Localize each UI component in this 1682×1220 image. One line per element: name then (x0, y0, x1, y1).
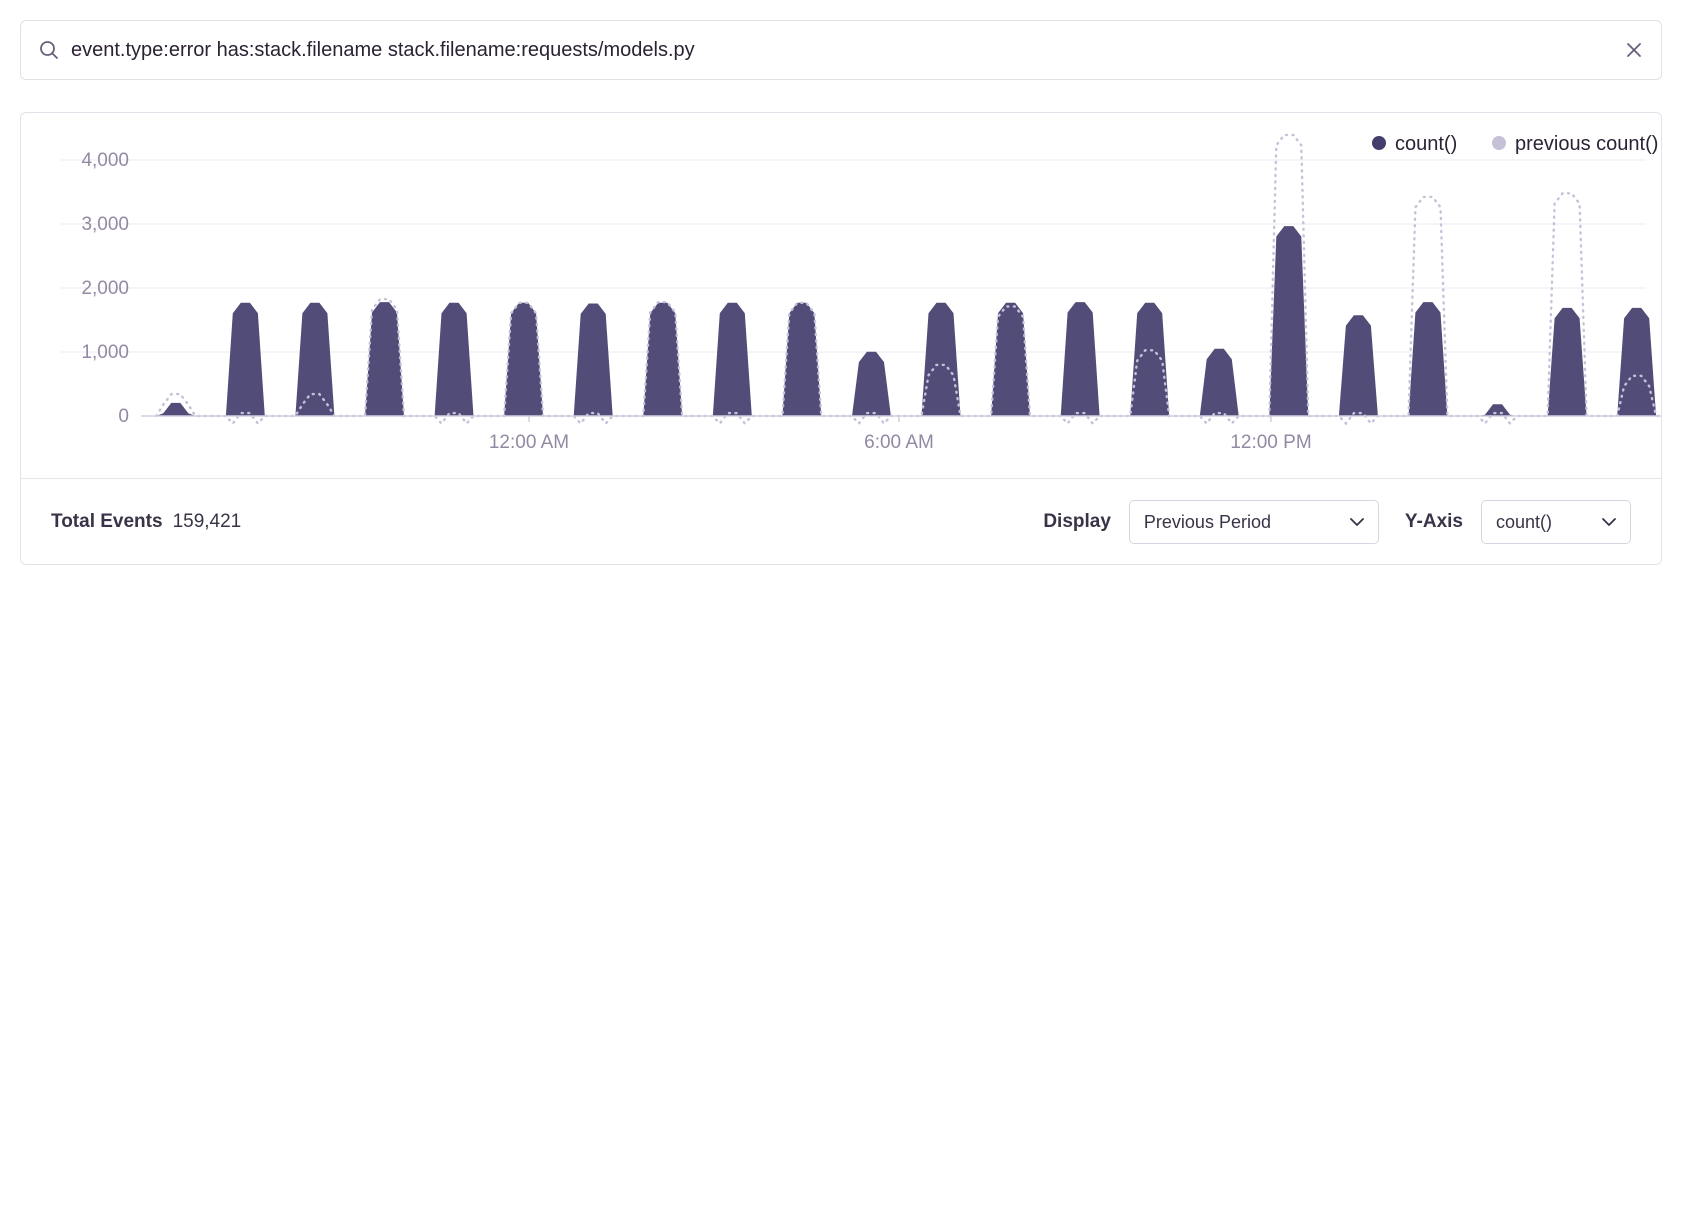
svg-text:0: 0 (118, 406, 129, 427)
svg-text:6:00 AM: 6:00 AM (864, 432, 934, 453)
svg-text:3,000: 3,000 (81, 214, 129, 235)
svg-text:12:00 PM: 12:00 PM (1230, 432, 1311, 453)
svg-text:2,000: 2,000 (81, 278, 129, 299)
svg-text:previous count(): previous count() (1515, 133, 1658, 155)
svg-text:1,000: 1,000 (81, 342, 129, 363)
svg-text:4,000: 4,000 (81, 150, 129, 171)
svg-text:count(): count() (1395, 133, 1457, 155)
svg-text:12:00 AM: 12:00 AM (489, 432, 569, 453)
